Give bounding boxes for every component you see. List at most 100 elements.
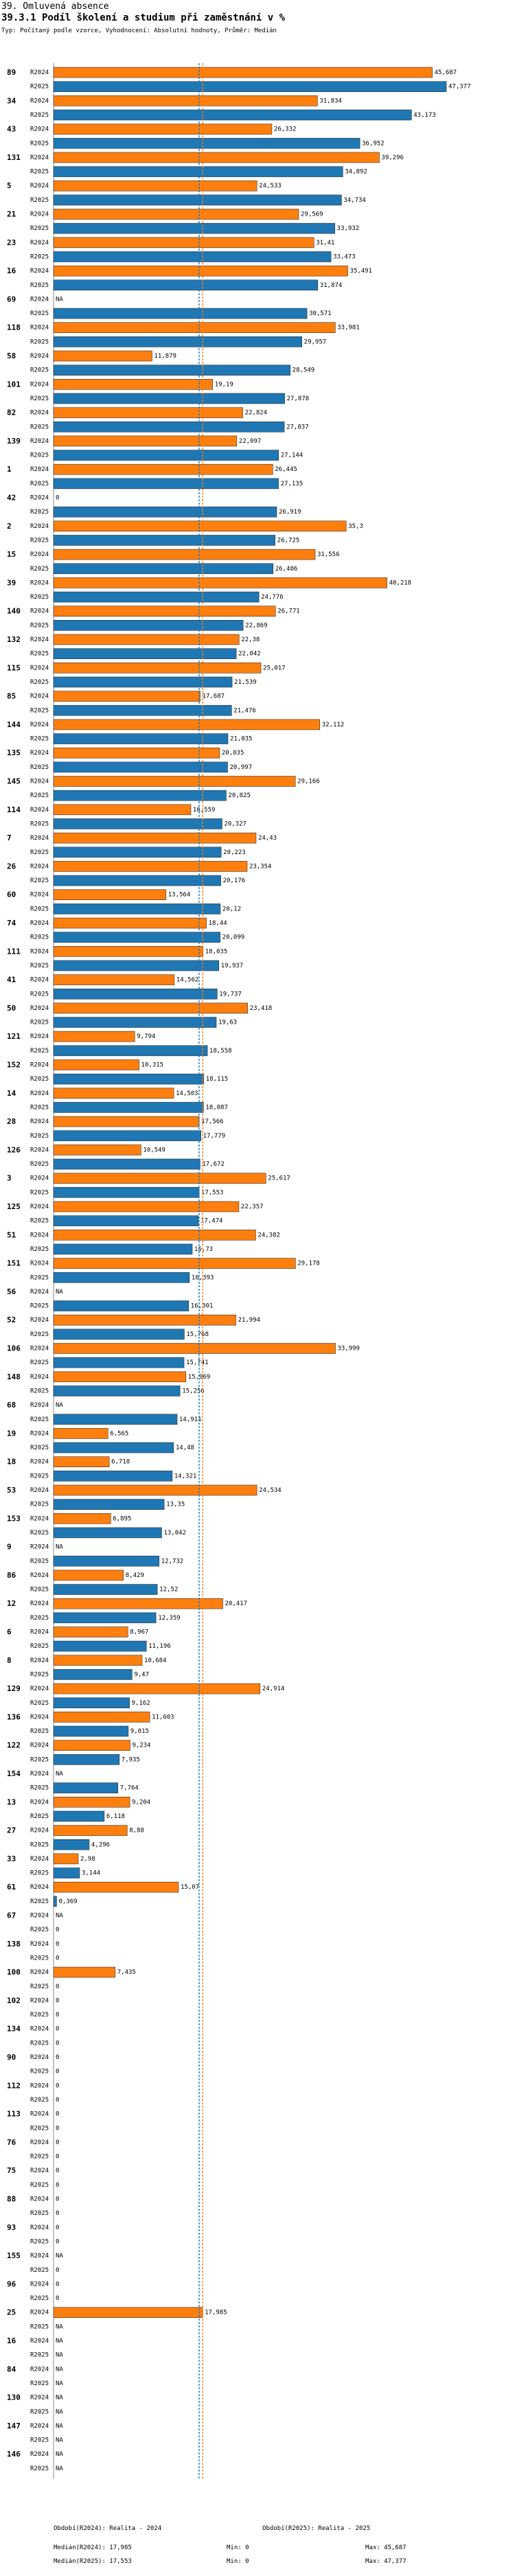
bar-r2024: [53, 1230, 256, 1241]
series-label: R2025: [30, 253, 49, 260]
series-label: R2025: [30, 1445, 49, 1451]
group-label: 53: [7, 1486, 16, 1495]
group-label: 18: [7, 1458, 16, 1467]
value-label: 17,474: [201, 1218, 223, 1225]
series-label: R2024: [30, 2054, 49, 2061]
series-label: R2024: [30, 2281, 49, 2288]
value-label: 25,017: [263, 665, 286, 671]
group-label: 145: [7, 777, 21, 786]
na-label: NA: [56, 2437, 63, 2444]
series-label: R2025: [30, 707, 49, 714]
series-label: R2025: [30, 622, 49, 629]
series-label: R2024: [30, 1430, 49, 1437]
bar-r2025: [53, 1499, 165, 1510]
group-label: 50: [7, 1004, 16, 1013]
bar-r2024: [53, 1201, 240, 1212]
group-label: 34: [7, 96, 16, 105]
group-label: 67: [7, 1911, 16, 1920]
bar-r2024: [53, 1853, 79, 1865]
bar-r2024: [53, 1258, 296, 1269]
bar-r2025: [53, 818, 222, 829]
value-label: 14,321: [174, 1473, 197, 1480]
series-label: R2024: [30, 977, 49, 984]
series-label: R2025: [30, 310, 49, 317]
bar-r2025: [53, 251, 332, 262]
bar-r2025: [53, 1329, 185, 1340]
bar-r2024: [53, 1088, 174, 1099]
value-label: 13,564: [168, 892, 191, 899]
group-label: 112: [7, 2081, 21, 2090]
value-label: 22,357: [241, 1204, 264, 1210]
bar-r2024: [53, 1145, 141, 1155]
group-label: 9: [7, 1543, 12, 1552]
series-label: R2025: [30, 2295, 49, 2302]
group-label: 148: [7, 1372, 21, 1381]
value-label: 6,565: [110, 1430, 128, 1437]
chart-title: 39.3.1 Podíl školení a studium při zaměs…: [1, 12, 286, 23]
value-label: 15,07: [181, 1884, 199, 1891]
value-label: 26,445: [275, 466, 297, 473]
value-label: 9,162: [132, 1700, 150, 1707]
bar-r2025: [53, 1045, 208, 1057]
value-label: 10,684: [144, 1657, 167, 1664]
value-label: 11,196: [148, 1643, 171, 1650]
series-label: R2025: [30, 452, 49, 459]
group-label: 139: [7, 437, 21, 446]
group-label: 52: [7, 1315, 16, 1324]
series-label: R2024: [30, 1402, 49, 1409]
group-label: 106: [7, 1344, 21, 1353]
value-label: 18,115: [206, 1076, 229, 1083]
bar-r2025: [53, 308, 308, 319]
value-label: 19,937: [221, 963, 244, 969]
group-label: 101: [7, 380, 21, 389]
value-label: 33,981: [337, 325, 360, 332]
group-label: 28: [7, 1117, 16, 1126]
series-label: R2024: [30, 1261, 49, 1267]
series-label: R2024: [30, 240, 49, 246]
value-label: 16,559: [193, 807, 216, 814]
group-label: 76: [7, 2138, 16, 2147]
bar-r2024: [53, 95, 318, 106]
group-label: 152: [7, 1061, 21, 1070]
series-label: R2025: [30, 1813, 49, 1820]
bar-r2024: [53, 861, 248, 872]
value-label: 14,911: [179, 1416, 202, 1423]
series-label: R2024: [30, 1033, 49, 1040]
value-label: 0: [56, 2196, 59, 2203]
series-label: R2025: [30, 1841, 49, 1848]
group-label: 13: [7, 1797, 16, 1806]
series-label: R2024: [30, 381, 49, 388]
value-label: 11,879: [154, 353, 176, 360]
value-label: 35,3: [348, 523, 363, 530]
series-label: R2025: [30, 1133, 49, 1140]
value-label: 0: [56, 2224, 59, 2231]
series-label: R2025: [30, 1048, 49, 1055]
group-label: 82: [7, 409, 16, 417]
group-label: 21: [7, 210, 16, 219]
group-label: 121: [7, 1032, 21, 1041]
series-label: R2025: [30, 424, 49, 430]
value-label: 15,741: [186, 1359, 209, 1366]
bar-r2025: [53, 1754, 120, 1765]
bar-r2024: [53, 889, 167, 900]
bar-r2025: [53, 1130, 201, 1142]
bar-r2025: [53, 932, 220, 943]
value-label: 21,035: [230, 736, 253, 743]
group-label: 125: [7, 1202, 21, 1211]
group-label: 39: [7, 578, 16, 587]
group-label: 151: [7, 1259, 21, 1268]
value-label: 26,332: [274, 126, 297, 133]
bar-r2024: [53, 974, 175, 985]
series-label: R2025: [30, 2408, 49, 2415]
series-label: R2025: [30, 2323, 49, 2330]
value-label: 4,296: [91, 1841, 110, 1848]
bar-r2024: [53, 1031, 135, 1042]
bar-r2024: [53, 634, 240, 645]
bar-r2025: [53, 733, 229, 744]
group-label: 15: [7, 550, 16, 559]
series-label: R2025: [30, 820, 49, 827]
group-label: 135: [7, 748, 21, 757]
value-label: 10,549: [143, 1147, 165, 1153]
na-label: NA: [56, 1544, 63, 1551]
series-label: R2024: [30, 1714, 49, 1721]
